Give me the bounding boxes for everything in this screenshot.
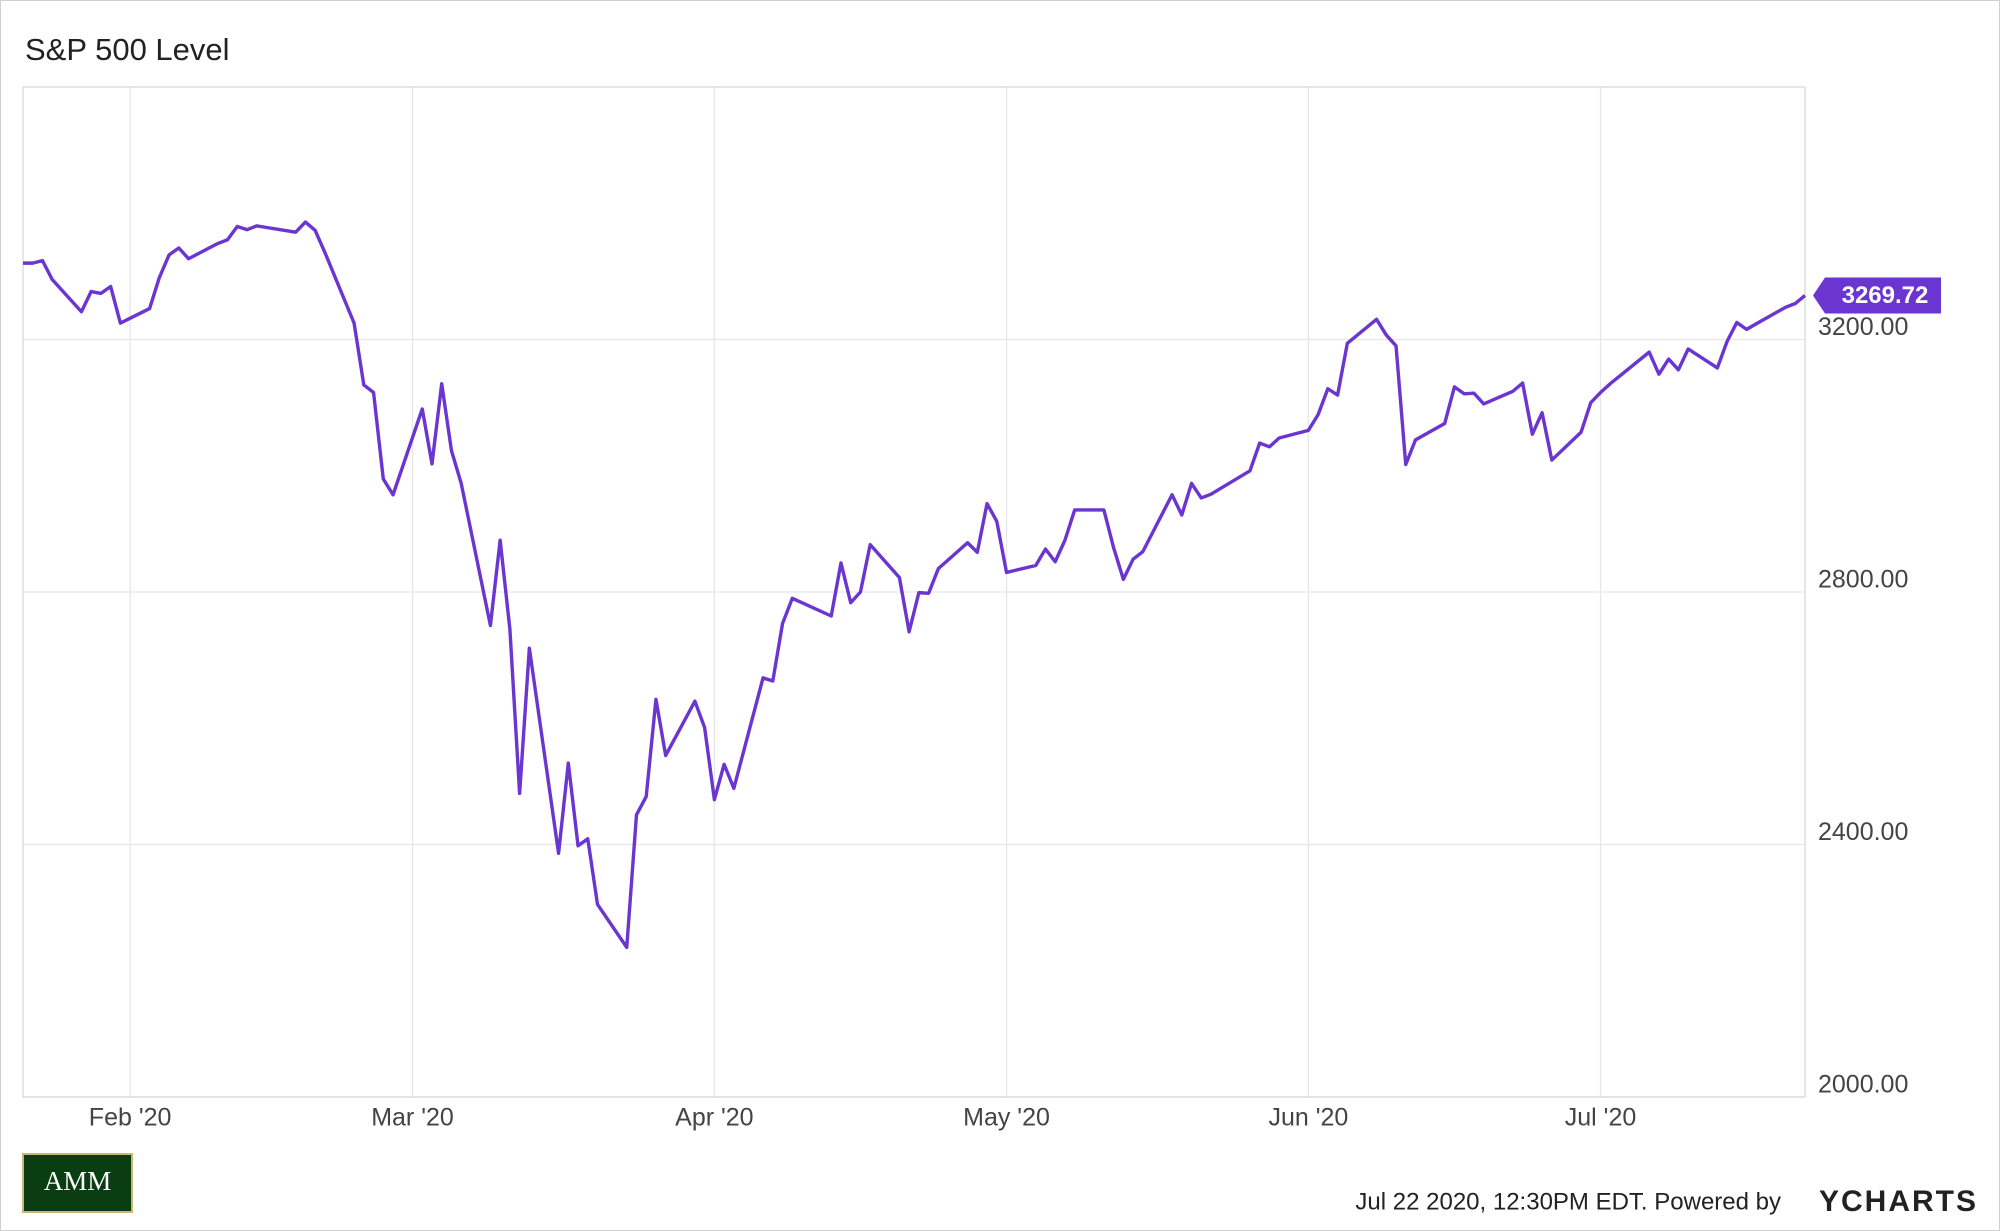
last-value-callout (1813, 277, 1941, 314)
x-tick-label: Mar '20 (371, 1104, 454, 1132)
y-tick-label: 2800.00 (1818, 566, 1908, 594)
x-tick-label: Apr '20 (675, 1104, 753, 1132)
x-tick-label: Feb '20 (89, 1104, 172, 1132)
line (23, 220, 1807, 950)
y-tick-label: 2400.00 (1818, 818, 1908, 846)
x-tick-label: Jun '20 (1268, 1104, 1348, 1132)
brand: YCHARTS (1819, 1185, 1978, 1218)
plot-border (22, 86, 1806, 1098)
x-tick-label: Jul '20 (1565, 1104, 1636, 1132)
y-tick-label: 2000.00 (1818, 1071, 1908, 1099)
logo: AMM (44, 1166, 112, 1196)
last-value-label: 3269.72 (1842, 282, 1929, 309)
logo-box (22, 1153, 133, 1213)
y-tick-label: 3200.00 (1818, 313, 1908, 341)
chart-title: S&P 500 Level (25, 32, 230, 67)
plot-area: Feb '20 Mar '20 Apr '20 May '20 Jun '20 Jul '… (22, 86, 1941, 1132)
footer: Jul 22 2020, 12:30PM EDT. Powered by (1355, 1188, 1781, 1215)
x-tick-label: May '20 (963, 1104, 1050, 1132)
